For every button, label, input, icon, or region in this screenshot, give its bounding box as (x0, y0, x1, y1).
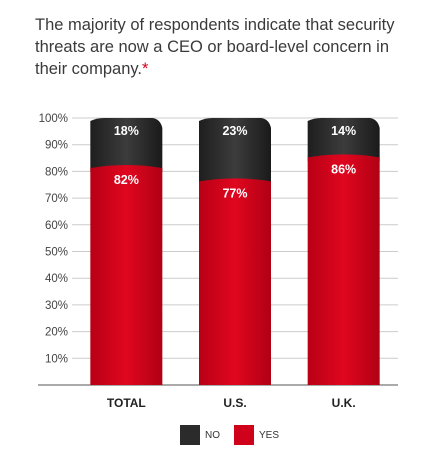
y-tick-label: 20% (45, 327, 68, 339)
x-tick-label: TOTAL (107, 396, 146, 410)
y-axis-ticks: 10% 20% 30% 40% 50% 60% 70% 80% 90% 100% (39, 113, 68, 365)
y-tick-label: 100% (39, 113, 68, 125)
legend-label: NO (205, 429, 220, 441)
y-tick-label: 40% (45, 273, 68, 285)
bar-yes-2 (199, 178, 271, 385)
y-tick-label: 10% (45, 353, 68, 365)
legend-item-no: NO (180, 425, 220, 445)
y-tick-label: 90% (45, 140, 68, 152)
bar-no-2 (199, 118, 271, 186)
data-label-no: 23% (222, 124, 247, 138)
legend-label: YES (259, 429, 280, 441)
bar-no-1 (90, 118, 163, 173)
chart-title: The majority of respondents indicate tha… (35, 16, 395, 78)
bars (90, 118, 380, 385)
data-label-no: 18% (114, 124, 139, 138)
bar-yes-3 (307, 154, 380, 385)
x-tick-label: U.S. (223, 396, 246, 410)
y-tick-label: 30% (45, 300, 68, 312)
y-tick-label: 50% (45, 247, 68, 259)
bar-no-3 (307, 118, 380, 162)
y-tick-label: 70% (45, 193, 68, 205)
legend-swatch (234, 425, 254, 445)
x-axis-ticks: TOTAL U.S. U.K. (107, 396, 356, 410)
x-tick-label: U.K. (332, 396, 356, 410)
data-label-no: 14% (331, 124, 356, 138)
footnote-mark: * (142, 60, 149, 78)
data-labels: 18% 82% 23% 77% 14% 86% (114, 124, 356, 200)
data-label-yes: 82% (114, 173, 139, 187)
bar-yes-1 (90, 165, 163, 385)
y-tick-label: 60% (45, 220, 68, 232)
y-tick-label: 80% (45, 166, 68, 178)
legend-swatch (180, 425, 200, 445)
data-label-yes: 77% (222, 186, 247, 200)
legend: NO YES (180, 425, 293, 445)
legend-item-yes: YES (234, 425, 279, 445)
data-label-yes: 86% (331, 162, 356, 176)
